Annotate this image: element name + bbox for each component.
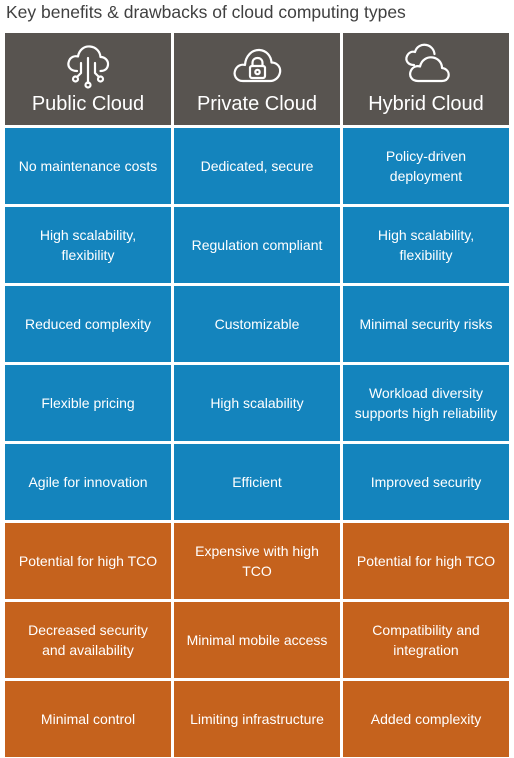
benefit-cell: Minimal security risks [343,286,509,362]
drawback-cell: Potential for high TCO [5,523,171,599]
cell-text: Minimal security risks [359,314,492,334]
cell-text: Limiting infrastructure [190,709,324,729]
cell-text: Compatibility and integration [353,620,499,660]
column-label: Public Cloud [32,93,144,115]
benefit-cell: Workload diversity supports high reliabi… [343,365,509,441]
benefit-cell: High scalability [174,365,340,441]
benefit-cell: Reduced complexity [5,286,171,362]
drawback-cell: Limiting infrastructure [174,681,340,757]
cell-text: Customizable [215,314,300,334]
benefit-cell: Efficient [174,444,340,520]
cell-text: Added complexity [371,709,482,729]
cell-text: High scalability [210,393,303,413]
cell-text: High scalability, flexibility [353,225,499,265]
cell-text: Regulation compliant [192,235,323,255]
header-private-cloud: Private Cloud [174,33,340,125]
benefit-cell: Policy-driven deployment [343,128,509,204]
benefit-cell: Regulation compliant [174,207,340,283]
benefit-cell: Customizable [174,286,340,362]
drawback-cell: Compatibility and integration [343,602,509,678]
drawback-cell: Minimal mobile access [174,602,340,678]
cell-text: Reduced complexity [25,314,151,334]
benefit-cell: Flexible pricing [5,365,171,441]
cell-text: Decreased security and availability [15,620,161,660]
benefit-cell: Improved security [343,444,509,520]
cell-text: Agile for innovation [28,472,147,492]
cell-text: High scalability, flexibility [15,225,161,265]
column-label: Hybrid Cloud [368,93,484,115]
cell-text: Expensive with high TCO [184,541,330,581]
cell-text: Minimal control [41,709,135,729]
cell-text: No maintenance costs [19,156,158,176]
comparison-table: Public Cloud Private Cloud Hybrid Cloud … [5,33,509,755]
cell-text: Workload diversity supports high reliabi… [353,383,499,423]
benefit-cell: Dedicated, secure [174,128,340,204]
drawback-cell: Potential for high TCO [343,523,509,599]
column-label: Private Cloud [197,93,317,115]
cell-text: Minimal mobile access [187,630,328,650]
drawback-cell: Expensive with high TCO [174,523,340,599]
benefit-cell: High scalability, flexibility [5,207,171,283]
cell-text: Efficient [232,472,282,492]
cell-text: Potential for high TCO [357,551,495,571]
header-hybrid-cloud: Hybrid Cloud [343,33,509,125]
double-cloud-icon [400,41,452,89]
header-public-cloud: Public Cloud [5,33,171,125]
cell-text: Dedicated, secure [201,156,314,176]
drawback-cell: Added complexity [343,681,509,757]
benefit-cell: High scalability, flexibility [343,207,509,283]
benefit-cell: No maintenance costs [5,128,171,204]
cell-text: Flexible pricing [41,393,134,413]
cloud-network-icon [62,41,114,89]
page-title: Key benefits & drawbacks of cloud comput… [6,0,512,26]
drawback-cell: Minimal control [5,681,171,757]
cloud-lock-icon [231,41,283,89]
cell-text: Policy-driven deployment [353,146,499,186]
cell-text: Potential for high TCO [19,551,157,571]
benefit-cell: Agile for innovation [5,444,171,520]
drawback-cell: Decreased security and availability [5,602,171,678]
cell-text: Improved security [371,472,481,492]
